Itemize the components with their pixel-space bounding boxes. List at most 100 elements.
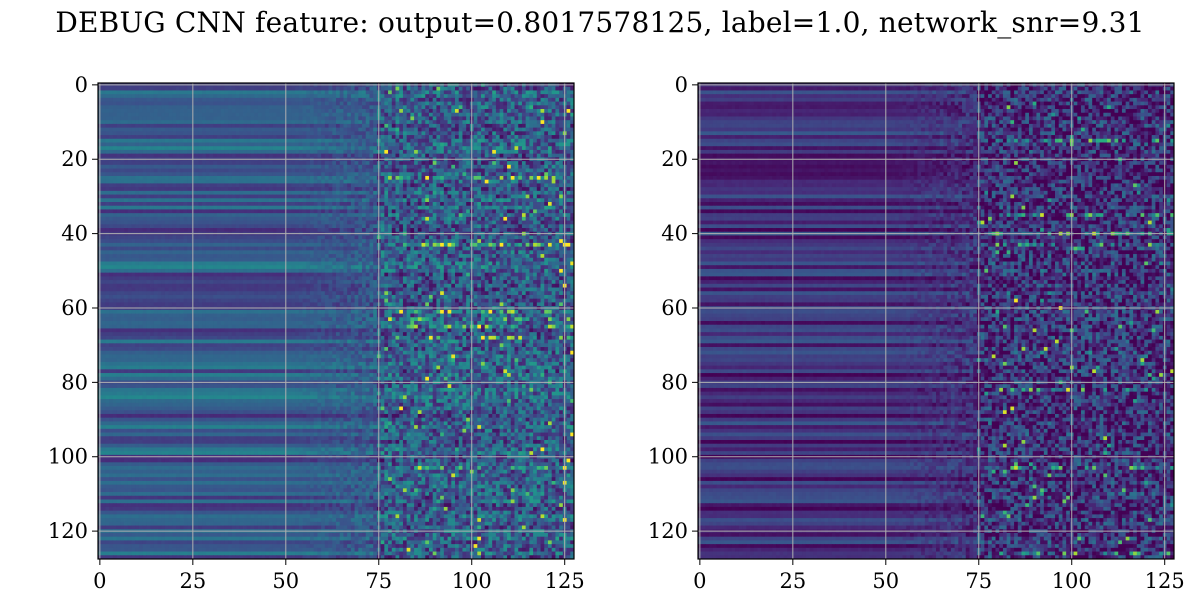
heatmap-cell [488, 216, 493, 221]
heatmap-cell [484, 94, 489, 99]
heatmap-cell [187, 101, 192, 106]
heatmap-cell [202, 94, 207, 99]
heatmap-cell [157, 131, 162, 136]
heatmap-cell [194, 205, 199, 210]
heatmap-cell [406, 202, 411, 207]
heatmap-cell [410, 131, 415, 136]
heatmap-cell [209, 116, 214, 121]
heatmap-cell [272, 179, 277, 184]
heatmap-cell [440, 127, 445, 132]
heatmap-cell [481, 127, 486, 132]
heatmap-cell [521, 97, 527, 102]
heatmap-cell [495, 164, 501, 169]
heatmap-cell [250, 112, 255, 117]
heatmap-cell [380, 116, 385, 121]
heatmap-cell [313, 187, 318, 192]
heatmap-cell [261, 123, 266, 129]
heatmap-cell [157, 220, 162, 225]
heatmap-cell [336, 90, 341, 95]
heatmap-cell [317, 112, 322, 117]
heatmap-cell [324, 123, 329, 129]
heatmap-cell [220, 194, 225, 199]
heatmap-cell [343, 194, 348, 199]
heatmap-cell [116, 127, 121, 132]
heatmap-cell [451, 220, 456, 225]
heatmap-cell [525, 216, 530, 221]
heatmap-cell [228, 131, 233, 136]
heatmap-cell [447, 86, 452, 91]
heatmap-cell [447, 175, 452, 181]
heatmap-cell [138, 216, 144, 221]
heatmap-cell [384, 142, 389, 147]
heatmap-cell [127, 131, 132, 136]
heatmap-cell [172, 86, 177, 91]
heatmap-cell [380, 153, 385, 158]
heatmap-cell [492, 161, 497, 166]
heatmap-cell [566, 135, 571, 140]
heatmap-cell [116, 131, 121, 136]
heatmap-cell [306, 127, 311, 132]
heatmap-cell [105, 161, 110, 166]
heatmap-cell [332, 149, 337, 155]
heatmap-cell [451, 161, 456, 166]
heatmap-cell [347, 216, 352, 221]
heatmap-cell [179, 131, 184, 136]
heatmap-cell [239, 90, 244, 95]
heatmap-cell [533, 116, 538, 121]
heatmap-cell [514, 90, 519, 95]
heatmap-cell [302, 138, 307, 143]
heatmap-cell [265, 86, 270, 91]
heatmap-cell [153, 86, 158, 91]
heatmap-cell [536, 198, 541, 203]
heatmap-cell [220, 142, 225, 147]
heatmap-cell [540, 168, 545, 173]
heatmap-cell [176, 153, 181, 158]
heatmap-cell [205, 224, 210, 229]
heatmap-cell [228, 123, 233, 129]
heatmap-cell [220, 146, 225, 151]
heatmap-cell [384, 116, 389, 121]
heatmap-cell [313, 194, 318, 199]
heatmap-cell [384, 120, 389, 125]
heatmap-cell [265, 198, 270, 203]
heatmap-cell [243, 194, 248, 199]
heatmap-cell [220, 205, 225, 210]
heatmap-cell [391, 205, 396, 210]
heatmap-cell [328, 127, 333, 132]
heatmap-cell [105, 220, 110, 225]
heatmap-cell [202, 224, 207, 229]
heatmap-cell [328, 194, 333, 199]
heatmap-cell [328, 164, 333, 169]
heatmap-cell [164, 97, 170, 102]
heatmap-cell [179, 172, 184, 177]
heatmap-cell [362, 198, 367, 203]
heatmap-cell [466, 109, 471, 114]
heatmap-cell [287, 198, 292, 203]
heatmap-cell [380, 209, 385, 214]
heatmap-cell [228, 190, 233, 195]
heatmap-cell [202, 146, 207, 151]
heatmap-cell [414, 127, 419, 132]
heatmap-cell [551, 202, 556, 207]
heatmap-cell [161, 213, 166, 218]
heatmap-cell [291, 213, 296, 218]
heatmap-cell [112, 224, 117, 229]
heatmap-cell [395, 112, 400, 117]
heatmap-cell [350, 112, 355, 117]
heatmap-cell [455, 216, 460, 221]
heatmap-cell [124, 194, 129, 199]
heatmap-cell [421, 105, 426, 110]
heatmap-cell [324, 94, 329, 99]
heatmap-cell [466, 209, 471, 214]
heatmap-cell [105, 90, 110, 95]
heatmap-cell [406, 216, 411, 221]
heatmap-cell [544, 138, 549, 143]
heatmap-cell [347, 149, 352, 155]
heatmap-cell [388, 131, 393, 136]
heatmap-cell [205, 97, 210, 102]
heatmap-cell [518, 138, 523, 143]
heatmap-cell [518, 112, 523, 117]
heatmap-cell [194, 90, 199, 95]
heatmap-cell [131, 172, 136, 177]
heatmap-cell [164, 190, 170, 195]
